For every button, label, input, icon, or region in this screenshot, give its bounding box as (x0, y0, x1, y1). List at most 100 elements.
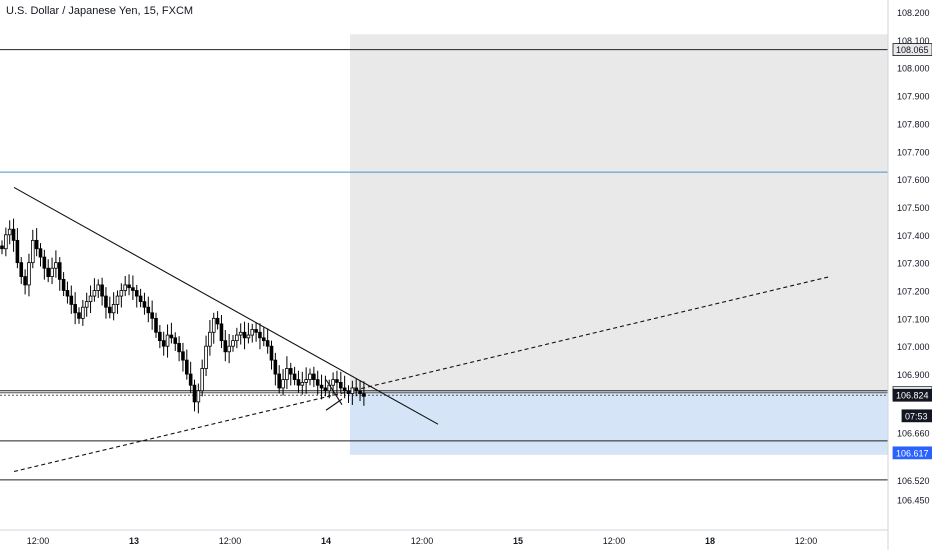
candle (154, 317, 158, 333)
candle (285, 368, 289, 381)
candle (338, 382, 343, 389)
y-tick-label: 107.200 (897, 287, 930, 297)
candle (192, 384, 197, 403)
candle (92, 290, 97, 297)
candle (111, 304, 116, 314)
x-tick-label: 15 (513, 536, 523, 546)
price-label: 07:53 (905, 411, 928, 421)
candle (211, 317, 216, 333)
candle (131, 287, 135, 291)
candle (362, 393, 366, 397)
candle (188, 373, 193, 386)
x-tick-label: 12:00 (27, 536, 50, 546)
candle (42, 256, 47, 269)
candle (223, 340, 228, 353)
candle (0, 245, 4, 250)
candle (208, 331, 212, 347)
candle (19, 262, 24, 277)
candle (165, 334, 170, 347)
y-tick-label: 106.660 (897, 429, 930, 439)
candle (27, 262, 31, 286)
candle (304, 379, 308, 383)
candle (34, 239, 39, 250)
candle (231, 340, 235, 347)
y-tick-label: 107.100 (897, 314, 930, 324)
price-label-box (901, 409, 932, 423)
candle (184, 359, 189, 375)
candle (46, 267, 50, 277)
candle (181, 351, 185, 361)
candle (146, 306, 151, 314)
candle (200, 368, 205, 392)
candle (196, 390, 201, 403)
candle (227, 345, 231, 353)
y-tick-label: 106.520 (897, 476, 930, 486)
candle (238, 331, 243, 336)
candle (288, 368, 293, 375)
candle (204, 345, 208, 369)
price-label: 106.617 (896, 448, 929, 458)
candle (54, 262, 58, 269)
x-tick-label: 12:00 (603, 536, 626, 546)
candle (15, 239, 20, 264)
candle (11, 228, 16, 241)
price-label-box (892, 388, 932, 402)
profit-zone (350, 34, 888, 391)
y-tick-label: 107.400 (897, 231, 930, 241)
candle (254, 329, 258, 333)
trendline[interactable] (13, 186, 439, 425)
candle (312, 373, 316, 381)
trendline[interactable] (325, 398, 343, 411)
candle (84, 301, 89, 308)
candle (134, 290, 139, 297)
candle (30, 239, 35, 264)
price-label: 106.824 (896, 391, 929, 401)
candle (296, 379, 301, 386)
y-tick-label: 107.900 (897, 92, 930, 102)
candle (104, 295, 108, 308)
y-tick-label: 107.700 (897, 147, 930, 157)
price-label-box (892, 43, 932, 56)
x-tick-label: 18 (705, 536, 715, 546)
x-tick-label: 14 (321, 536, 331, 546)
y-tick-label: 107.300 (897, 259, 930, 269)
x-tick-label: 13 (129, 536, 139, 546)
y-tick-label: 108.000 (897, 64, 930, 74)
candle (261, 337, 266, 342)
candle (50, 267, 54, 277)
candle (335, 379, 339, 383)
y-tick-label: 108.100 (897, 36, 930, 46)
candle (235, 334, 239, 342)
y-tick-label: 107.000 (897, 342, 930, 352)
candle (65, 290, 70, 297)
candle (108, 306, 112, 314)
candle (358, 390, 362, 394)
candle (88, 295, 93, 303)
candle (300, 382, 305, 386)
candle (273, 359, 278, 375)
candle (23, 276, 27, 286)
price-label: 108.065 (896, 45, 929, 55)
candle (269, 345, 274, 361)
candle (169, 334, 174, 339)
candle (161, 340, 166, 347)
y-tick-label: 106.900 (897, 370, 930, 380)
candle (308, 373, 312, 381)
candle (7, 228, 12, 236)
candle (281, 379, 285, 389)
candle (96, 284, 101, 291)
candle (127, 284, 131, 289)
candle (177, 343, 181, 353)
candle (69, 295, 74, 305)
chart-title: U.S. Dollar / Japanese Yen, 15, FXCM (6, 5, 194, 17)
x-tick-label: 12:00 (411, 536, 434, 546)
candle (138, 295, 143, 303)
candle (246, 334, 251, 339)
y-tick-label: 107.500 (897, 203, 930, 213)
stop-zone (350, 390, 888, 455)
candle (292, 373, 297, 381)
candle (242, 331, 247, 339)
candle (38, 248, 43, 258)
candle (173, 337, 178, 344)
